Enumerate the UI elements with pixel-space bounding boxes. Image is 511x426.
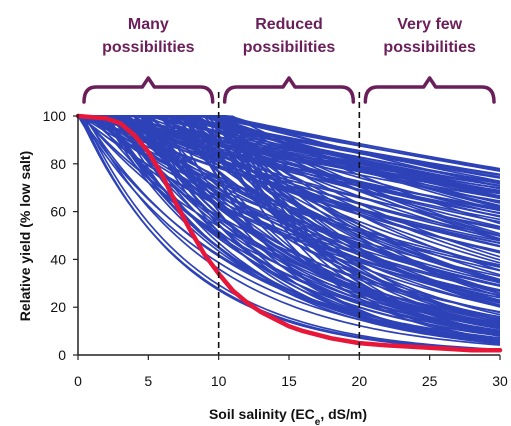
ensemble-curve	[78, 115, 500, 351]
region-label-line1: Reduced	[255, 16, 323, 33]
axes	[73, 114, 501, 360]
x-tick-label: 10	[211, 373, 227, 389]
x-axis-title-main: Soil salinity (EC	[209, 406, 315, 422]
region-bracket	[82, 76, 215, 104]
region-label-line2: possibilities	[383, 39, 476, 56]
y-tick-label: 100	[43, 108, 67, 124]
x-tick-label: 20	[352, 373, 368, 389]
ensemble-curve	[78, 115, 500, 325]
ensemble-curve	[78, 115, 500, 254]
tick-labels: 0 20 40 60 80 100 0 5 10 15 20 25 30	[43, 108, 508, 389]
y-tick-label: 40	[50, 251, 66, 267]
ensemble-curve	[78, 115, 500, 193]
x-tick-label: 25	[422, 373, 438, 389]
region-brackets	[82, 76, 496, 104]
ensemble-curve	[78, 115, 500, 334]
y-tick-label: 0	[58, 347, 66, 363]
ensemble-curve	[78, 115, 500, 346]
region-labels: Many possibilities Reduced possibilities Ver…	[102, 16, 476, 56]
x-axis-title: Soil salinity (ECe, dS/m)	[209, 406, 367, 426]
region-bracket	[363, 76, 496, 104]
x-tick-label: 15	[281, 373, 297, 389]
y-tick-label: 80	[50, 156, 66, 172]
x-tick-label: 0	[74, 373, 82, 389]
region-label-line1: Many	[128, 16, 169, 33]
region-bracket	[222, 76, 356, 104]
ensemble-curve	[78, 115, 500, 339]
region-label-line1: Very few	[397, 16, 462, 33]
x-tick-label: 30	[492, 373, 508, 389]
highlight-curve-group	[75, 113, 503, 353]
ensemble-curve	[78, 115, 500, 336]
y-tick-label: 60	[50, 204, 66, 220]
ensemble-curve	[78, 115, 500, 326]
region-label-line2: possibilities	[243, 39, 336, 56]
y-axis-title: Relative yield (% low salt)	[17, 151, 33, 321]
x-tick-label: 5	[144, 373, 152, 389]
ensemble-curve	[78, 115, 500, 299]
x-axis-title-subscript: e	[315, 417, 321, 426]
x-axis-title-unit: , dS/m)	[320, 406, 367, 422]
highlight-curve	[75, 113, 503, 353]
ensemble-curves	[78, 115, 500, 352]
y-tick-label: 20	[50, 299, 66, 315]
ensemble-curve	[78, 115, 500, 195]
threshold-lines	[217, 92, 361, 355]
region-label-line2: possibilities	[102, 39, 195, 56]
ensemble-curve	[78, 115, 500, 328]
